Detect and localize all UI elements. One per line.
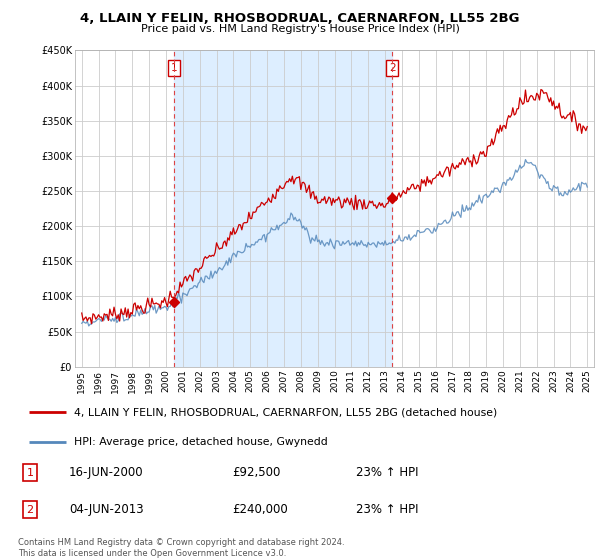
Text: 04-JUN-2013: 04-JUN-2013 xyxy=(69,503,143,516)
Text: 2: 2 xyxy=(26,505,34,515)
Text: 4, LLAIN Y FELIN, RHOSBODRUAL, CAERNARFON, LL55 2BG: 4, LLAIN Y FELIN, RHOSBODRUAL, CAERNARFO… xyxy=(80,12,520,25)
Text: 2: 2 xyxy=(389,63,395,73)
Text: £240,000: £240,000 xyxy=(232,503,288,516)
Text: 23% ↑ HPI: 23% ↑ HPI xyxy=(356,503,419,516)
Text: 1: 1 xyxy=(26,468,34,478)
Text: 16-JUN-2000: 16-JUN-2000 xyxy=(69,466,143,479)
Text: 23% ↑ HPI: 23% ↑ HPI xyxy=(356,466,419,479)
Text: 1: 1 xyxy=(170,63,177,73)
Text: Price paid vs. HM Land Registry's House Price Index (HPI): Price paid vs. HM Land Registry's House … xyxy=(140,24,460,34)
Text: 4, LLAIN Y FELIN, RHOSBODRUAL, CAERNARFON, LL55 2BG (detached house): 4, LLAIN Y FELIN, RHOSBODRUAL, CAERNARFO… xyxy=(74,407,497,417)
Text: Contains HM Land Registry data © Crown copyright and database right 2024.
This d: Contains HM Land Registry data © Crown c… xyxy=(18,538,344,558)
Bar xyxy=(174,50,392,367)
Text: HPI: Average price, detached house, Gwynedd: HPI: Average price, detached house, Gwyn… xyxy=(74,437,328,447)
Text: £92,500: £92,500 xyxy=(232,466,281,479)
